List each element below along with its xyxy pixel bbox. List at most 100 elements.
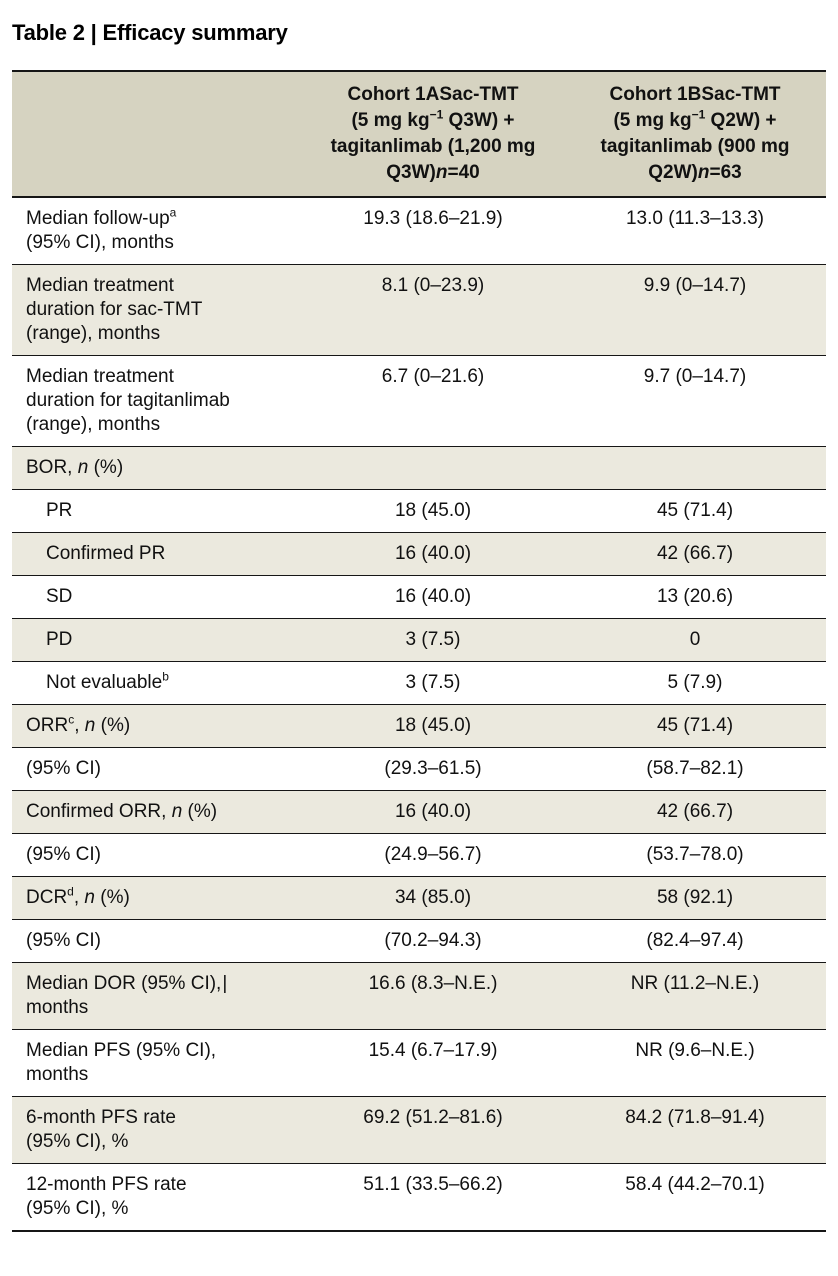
text-run: Median DOR (95% CI), [26,973,222,994]
row-label-cell: (95% CI) [12,747,302,791]
value-cell-cohort-1b: 9.7 (0–14.7) [564,355,826,447]
value-cell-cohort-1b: (82.4–97.4) [564,919,826,963]
row-label-cell: Median treatment duration for tagitanlima… [12,355,302,447]
value-cell-cohort-1b [564,446,826,490]
italic-n: n [77,457,89,478]
text-run: duration for sac-TMT [26,299,203,320]
table-row: PR 18 (45.0) 45 (71.4) [12,489,826,533]
text-run: Confirmed PR [46,543,166,564]
value-cell-cohort-1b: 84.2 (71.8–91.4) [564,1096,826,1164]
efficacy-table: Cohort 1ASac-TMT (5 mg kg−1 Q3W) + tagitan… [12,70,826,1232]
table-row: Confirmed ORR, n (%) 16 (40.0) 42 (66.7) [12,790,826,834]
value-cell-cohort-1b: 42 (66.7) [564,790,826,834]
header-cell-empty [12,70,302,198]
value-cell-cohort-1a: 8.1 (0–23.9) [302,264,564,356]
text-run: (5 mg kg [613,110,692,131]
row-label-cell: 6-month PFS rate (95% CI), % [12,1096,302,1164]
value-cell-cohort-1b: 58.4 (44.2–70.1) [564,1163,826,1232]
italic-n: n [171,801,183,822]
table-row: (95% CI) (70.2–94.3) (82.4–97.4) [12,919,826,963]
row-label-cell: Median treatment duration for sac-TMT (ran… [12,264,302,356]
superscript-footnote-marker: −1 [691,107,706,122]
value-cell-cohort-1a: (29.3–61.5) [302,747,564,791]
table-row: BOR, n (%) [12,446,826,490]
value-cell-cohort-1a: 3 (7.5) [302,618,564,662]
text-run: Confirmed ORR, [26,801,172,822]
row-label-cell: Confirmed ORR, n (%) [12,790,302,834]
text-run: Cohort 1ASac-TMT [347,84,519,105]
text-run: (5 mg kg [351,110,430,131]
value-cell-cohort-1a: 18 (45.0) [302,704,564,748]
value-cell-cohort-1b: 0 [564,618,826,662]
text-run: tagitanlimab (1,200 mg [330,136,536,157]
value-cell-cohort-1a: (70.2–94.3) [302,919,564,963]
text-run: =40 [447,162,480,183]
text-run: Median follow-up [26,208,170,229]
table-row: (95% CI) (29.3–61.5) (58.7–82.1) [12,747,826,791]
value-cell-cohort-1a: 19.3 (18.6–21.9) [302,197,564,265]
value-cell-cohort-1b: (58.7–82.1) [564,747,826,791]
text-run: =63 [709,162,742,183]
text-run: (%) [88,457,124,478]
italic-n: n [435,162,448,183]
table-row: Median treatment duration for sac-TMT (ran… [12,264,826,356]
text-run: Cohort 1BSac-TMT [609,84,781,105]
value-cell-cohort-1a: 69.2 (51.2–81.6) [302,1096,564,1164]
row-label-cell: 12-month PFS rate (95% CI), % [12,1163,302,1232]
row-label-cell: ORRc, n (%) [12,704,302,748]
row-label-cell: Median follow-upa (95% CI), months [12,197,302,265]
italic-n: n [84,715,96,736]
row-label-cell: PD [12,618,302,662]
superscript-footnote-marker: a [169,205,177,220]
table-title: Table 2 | Efficacy summary [12,20,288,45]
header-cell-cohort-1a: Cohort 1ASac-TMT (5 mg kg−1 Q3W) + tagitan… [302,70,564,198]
value-cell-cohort-1a: (24.9–56.7) [302,833,564,877]
value-cell-cohort-1a: 3 (7.5) [302,661,564,705]
text-run: ORR [26,715,69,736]
text-run: Q2W) + [705,110,777,131]
text-run: Not evaluable [46,672,163,693]
text-run: 6-month PFS rate [26,1107,176,1128]
text-run: (range), months [26,323,161,344]
value-cell-cohort-1a: 16 (40.0) [302,532,564,576]
table-row: PD 3 (7.5) 0 [12,618,826,662]
value-cell-cohort-1b: 45 (71.4) [564,489,826,533]
value-cell-cohort-1b: (53.7–78.0) [564,833,826,877]
value-cell-cohort-1b: 13.0 (11.3–13.3) [564,197,826,265]
text-run: BOR, [26,457,78,478]
value-cell-cohort-1b: 13 (20.6) [564,575,826,619]
table-row: SD 16 (40.0) 13 (20.6) [12,575,826,619]
text-run: months [26,997,89,1018]
value-cell-cohort-1a: 6.7 (0–21.6) [302,355,564,447]
table-row: (95% CI) (24.9–56.7) (53.7–78.0) [12,833,826,877]
value-cell-cohort-1a: 16 (40.0) [302,575,564,619]
table-row: DCRd, n (%) 34 (85.0) 58 (92.1) [12,876,826,920]
header-cell-cohort-1b: Cohort 1BSac-TMT (5 mg kg−1 Q2W) + tagitan… [564,70,826,198]
text-run: (95% CI) [26,930,101,951]
value-cell-cohort-1b: 9.9 (0–14.7) [564,264,826,356]
superscript-footnote-marker: b [162,669,169,684]
row-label-cell: SD [12,575,302,619]
text-run: (%) [95,715,131,736]
row-label-cell: (95% CI) [12,833,302,877]
superscript-footnote-marker: d [67,884,74,899]
text-run: Q3W) + [443,110,515,131]
value-cell-cohort-1b: 42 (66.7) [564,532,826,576]
text-run: (%) [95,887,130,908]
row-label-cell: (95% CI) [12,919,302,963]
value-cell-cohort-1a: 16.6 (8.3–N.E.) [302,962,564,1030]
page: Table 2 | Efficacy summary Cohort 1ASac-… [12,20,826,1232]
text-run: Q2W) [648,162,698,183]
text-run: DCR [26,887,68,908]
row-label-cell: Confirmed PR [12,532,302,576]
text-run: , [73,887,85,908]
text-run: tagitanlimab (900 mg [600,136,790,157]
italic-n: n [84,887,95,908]
table-header: Cohort 1ASac-TMT (5 mg kg−1 Q3W) + tagitan… [12,70,826,198]
text-run: (%) [182,801,218,822]
text-run: Median treatment [26,275,174,296]
table-row: Median treatment duration for tagitanlima… [12,355,826,447]
value-cell-cohort-1a: 16 (40.0) [302,790,564,834]
superscript-footnote-marker: c [68,712,75,727]
value-cell-cohort-1b: 5 (7.9) [564,661,826,705]
